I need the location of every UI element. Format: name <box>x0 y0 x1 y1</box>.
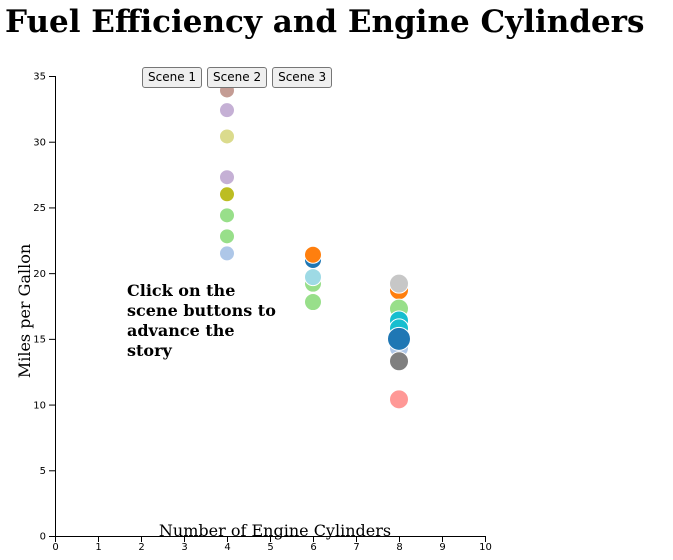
data-point-20 <box>389 351 409 372</box>
data-point-14 <box>389 273 409 294</box>
x-tick: 1 <box>95 536 102 553</box>
y-tick: 5 <box>40 466 55 477</box>
y-tick-label: 15 <box>33 335 46 346</box>
data-point-21 <box>389 389 409 410</box>
y-tick: 15 <box>33 335 55 346</box>
data-point-11 <box>304 268 322 287</box>
x-tick: 8 <box>396 536 403 553</box>
y-tick-label: 30 <box>33 137 46 148</box>
x-tick-label: 9 <box>439 542 445 553</box>
x-axis-label: Number of Engine Cylinders <box>159 521 391 540</box>
x-tick-label: 4 <box>224 542 230 553</box>
y-tick: 0 <box>40 532 55 543</box>
x-tick: 2 <box>138 536 145 553</box>
data-point-2 <box>219 128 235 145</box>
data-point-1 <box>219 102 235 119</box>
scene-button-group: Scene 1 Scene 2 Scene 3 <box>142 67 333 88</box>
x-tick-label: 7 <box>353 542 359 553</box>
x-tick-label: 3 <box>181 542 187 553</box>
x-tick: 0 <box>52 536 59 553</box>
scene-3-button[interactable]: Scene 3 <box>272 67 333 88</box>
x-tick-label: 2 <box>138 542 144 553</box>
y-tick: 10 <box>33 400 55 411</box>
y-tick-label: 5 <box>40 466 46 477</box>
x-tick: 9 <box>439 536 446 553</box>
y-axis: 0 5 10 15 20 25 30 35 <box>33 72 56 543</box>
y-tick-label: 25 <box>33 203 46 214</box>
x-tick: 6 <box>310 536 317 553</box>
data-point-7 <box>219 245 235 262</box>
data-point-6 <box>219 228 235 245</box>
y-axis-label: Miles per Gallon <box>15 244 34 378</box>
x-tick: 7 <box>353 536 360 553</box>
x-tick: 10 <box>479 536 492 553</box>
x-tick: 5 <box>267 536 274 553</box>
y-tick-label: 0 <box>40 532 46 543</box>
data-point-12 <box>304 293 322 312</box>
y-tick: 25 <box>33 203 55 214</box>
data-point-4 <box>219 186 235 203</box>
data-point-3 <box>219 169 235 186</box>
x-tick: 4 <box>224 536 231 553</box>
x-axis: 0 1 2 3 4 5 6 7 8 9 10 <box>52 536 492 553</box>
story-annotation: Click on the scene buttons to advance th… <box>127 281 276 360</box>
data-point-5 <box>219 207 235 224</box>
x-tick-label: 8 <box>396 542 402 553</box>
y-tick: 20 <box>33 269 55 280</box>
y-tick-label: 20 <box>33 269 46 280</box>
page-title: Fuel Efficiency and Engine Cylinders <box>5 4 645 40</box>
x-tick-label: 6 <box>310 542 316 553</box>
x-tick-label: 10 <box>479 542 492 553</box>
x-tick-label: 1 <box>95 542 101 553</box>
points-layer <box>219 82 411 410</box>
y-tick-label: 10 <box>33 400 46 411</box>
y-tick: 35 <box>33 72 55 83</box>
x-tick-label: 5 <box>267 542 273 553</box>
scene-1-button[interactable]: Scene 1 <box>142 67 203 88</box>
x-tick-label: 0 <box>52 542 58 553</box>
y-tick: 30 <box>33 137 55 148</box>
data-point-19 <box>387 326 411 351</box>
y-tick-label: 35 <box>33 72 46 83</box>
x-tick: 3 <box>181 536 188 553</box>
data-point-9 <box>304 245 322 264</box>
scene-2-button[interactable]: Scene 2 <box>207 67 268 88</box>
